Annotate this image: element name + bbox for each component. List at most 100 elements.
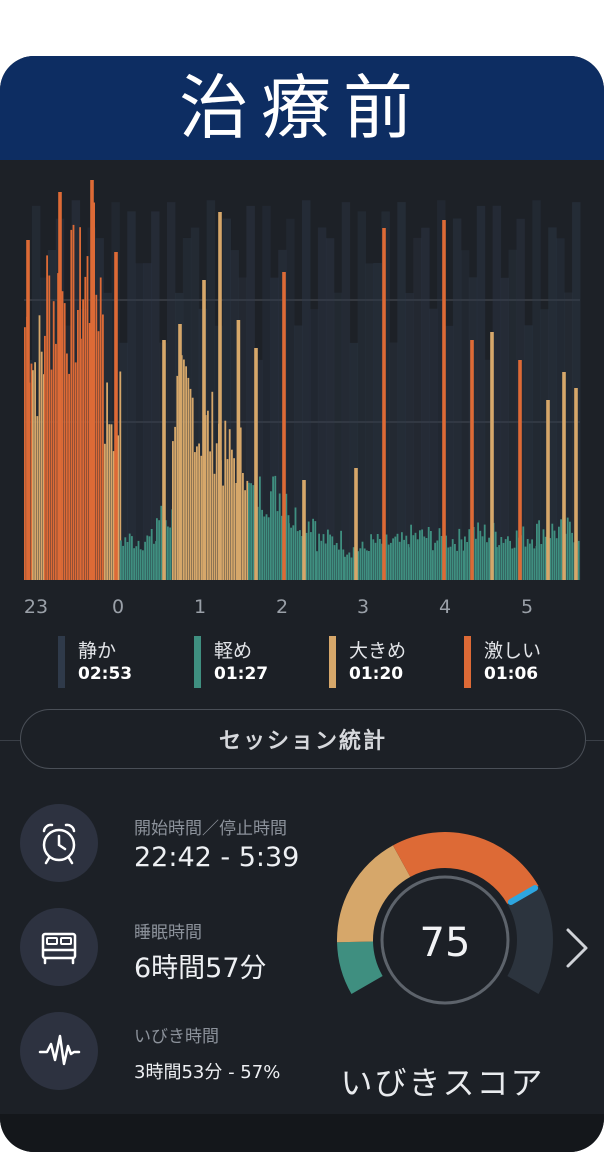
chart-bar-light <box>158 520 160 580</box>
snore-chart[interactable] <box>0 160 604 610</box>
session-stats-button[interactable]: セッション統計 <box>20 709 586 769</box>
chart-spike-epic <box>58 192 62 580</box>
legend-time: 01:27 <box>214 664 269 684</box>
chart-bar-light <box>421 529 423 580</box>
chart-bar-epic <box>80 338 82 580</box>
chart-bar-loud <box>194 452 196 580</box>
chart-bar-light <box>513 547 516 580</box>
chart-bar-light <box>292 525 295 580</box>
chart-bar-epic <box>48 275 51 580</box>
chart-bar-quiet <box>206 200 216 581</box>
chart-bar-light <box>338 549 340 580</box>
chart-bar-quiet <box>476 205 486 580</box>
hour-axis: 23 0 1 2 3 4 5 <box>0 596 604 624</box>
chart-bar-quiet <box>127 211 136 580</box>
chart-bar-light <box>555 538 558 580</box>
chart-bar-light <box>410 524 412 580</box>
chart-bar-epic <box>50 369 53 580</box>
chart-bar-epic <box>55 343 57 580</box>
chart-bar-loud <box>198 443 200 580</box>
chart-bar-quiet <box>63 325 73 580</box>
score-value: 75 <box>420 920 471 966</box>
legend-swatch <box>464 636 471 688</box>
chart-bar-light <box>449 546 452 580</box>
chart-bar-light <box>139 549 142 580</box>
legend-name: 軽め <box>214 640 253 662</box>
chart-bar-light <box>250 483 252 580</box>
chart-bar-loud <box>226 459 229 580</box>
chart-bar-quiet <box>349 342 359 580</box>
chart-bar-light <box>274 475 277 580</box>
chart-bar-light <box>307 521 310 580</box>
chart-bar-epic <box>72 224 75 580</box>
chart-bar-quiet <box>389 342 398 580</box>
chart-bar-light <box>327 529 329 580</box>
chart-bar-light <box>509 540 511 580</box>
chart-spike-loud <box>574 388 578 580</box>
chart-bar-light <box>156 518 158 580</box>
chart-bar-loud <box>110 424 113 580</box>
chart-bar-light <box>372 539 375 580</box>
hour-tick: 2 <box>275 596 289 618</box>
score-dial <box>380 875 510 1005</box>
legend-name: 激しい <box>484 640 542 662</box>
chart-bar-loud <box>174 426 176 580</box>
chart-bar-light <box>259 476 261 580</box>
chart-bar-light <box>299 530 301 580</box>
hour-tick: 1 <box>193 596 207 618</box>
chart-bar-loud <box>117 435 119 580</box>
chart-bar-epic <box>88 323 91 580</box>
chart-bar-loud <box>40 351 43 580</box>
chart-bar-light <box>558 526 560 580</box>
chart-bar-light <box>370 534 372 580</box>
chart-bar-loud <box>228 429 231 580</box>
chart-bar-light <box>414 532 417 580</box>
chart-bar-light <box>392 538 394 580</box>
chart-spike-loud <box>302 480 306 580</box>
chart-bar-epic <box>52 301 55 580</box>
chart-bar-quiet <box>556 238 565 580</box>
chart-bar-quiet <box>437 200 446 580</box>
chart-bar-light <box>352 547 355 580</box>
legend-item-light: 軽め 01:27 <box>194 636 268 688</box>
chart-bar-epic <box>95 294 98 580</box>
chart-bar-light <box>146 535 149 580</box>
chart-bar-light <box>440 536 443 580</box>
start-stop-label: 開始時間／停止時間 <box>134 819 287 839</box>
chart-bar-loud <box>187 377 190 580</box>
chart-bar-quiet <box>230 250 239 580</box>
chart-bar-light <box>137 540 140 580</box>
chevron-right-icon[interactable] <box>564 926 590 970</box>
chart-bar-light <box>425 538 428 580</box>
chart-bar-quiet <box>397 202 406 580</box>
chart-bar-light <box>560 519 562 580</box>
chart-bar-loud <box>233 458 235 580</box>
chart-bar-light <box>566 517 569 580</box>
chart-bar-quiet <box>460 250 470 580</box>
chart-bar-light <box>468 529 471 580</box>
chart-bar-light <box>288 523 290 580</box>
chart-bar-light <box>401 532 403 580</box>
chart-bar-epic <box>63 303 66 580</box>
gauge-segment-light <box>337 941 383 994</box>
snore-score-gauge[interactable]: 75 <box>330 832 560 1012</box>
chart-bar-epic <box>77 310 79 580</box>
chart-bar-light <box>507 536 509 580</box>
chart-bar-light <box>536 523 538 580</box>
chart-bar-light <box>363 548 366 580</box>
chart-bar-quiet <box>119 342 128 580</box>
chart-bar-epic <box>68 373 70 580</box>
chart-bar-light <box>148 536 151 580</box>
chart-bar-quiet <box>31 205 41 580</box>
legend-name: 静か <box>78 640 117 662</box>
chart-bar-epic <box>97 331 100 580</box>
chart-bar-light <box>504 539 507 580</box>
chart-bar-quiet <box>365 263 374 580</box>
chart-bar-light <box>318 533 320 580</box>
chart-bar-quiet <box>135 263 144 580</box>
chart-bar-light <box>456 550 458 580</box>
chart-bar-epic <box>30 363 33 580</box>
chart-bar-quiet <box>413 237 422 580</box>
chart-bar-quiet <box>540 309 549 580</box>
sleep-time-label: 睡眠時間 <box>134 923 202 943</box>
